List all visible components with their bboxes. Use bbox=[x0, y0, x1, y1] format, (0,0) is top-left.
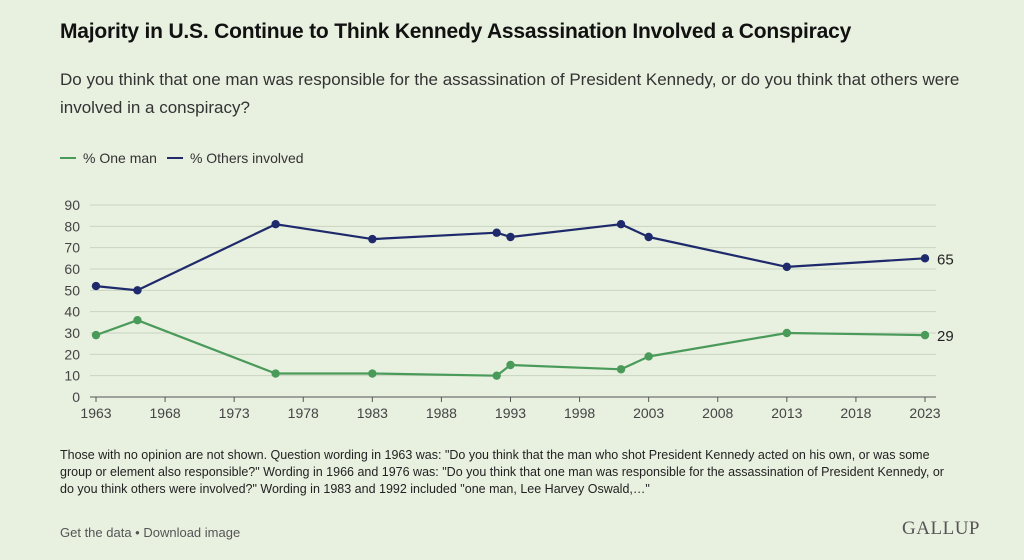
footer-separator: • bbox=[131, 525, 144, 540]
legend: % One man % Others involved bbox=[60, 150, 304, 166]
y-tick-label: 60 bbox=[64, 261, 80, 277]
legend-swatch-others-involved bbox=[166, 157, 183, 159]
data-point bbox=[133, 316, 142, 325]
data-point bbox=[782, 328, 792, 338]
chart-subtitle: Do you think that one man was responsibl… bbox=[60, 70, 960, 117]
end-value-label: 29 bbox=[937, 328, 954, 345]
legend-label-one-man: % One man bbox=[83, 150, 157, 166]
data-point bbox=[644, 352, 653, 361]
chart-title: Majority in U.S. Continue to Think Kenne… bbox=[60, 20, 852, 43]
series-line bbox=[95, 223, 926, 292]
x-tick-label: 1998 bbox=[564, 405, 595, 421]
x-tick-label: 2018 bbox=[840, 405, 871, 421]
y-tick-label: 10 bbox=[64, 368, 80, 384]
x-tick-label: 1988 bbox=[426, 405, 457, 421]
y-tick-label: 0 bbox=[72, 389, 80, 405]
x-tick-label: 1973 bbox=[219, 405, 250, 421]
data-point bbox=[368, 369, 377, 378]
data-point bbox=[271, 369, 280, 378]
y-tick-label: 50 bbox=[64, 282, 80, 298]
data-point bbox=[271, 220, 280, 229]
x-tick-label: 1983 bbox=[357, 405, 388, 421]
gallup-logo: GALLUP bbox=[902, 518, 980, 539]
data-point bbox=[616, 220, 626, 229]
data-point bbox=[506, 232, 515, 242]
data-point bbox=[920, 254, 930, 263]
x-tick-label: 1963 bbox=[80, 405, 111, 421]
legend-item-others-involved: % Others involved bbox=[166, 150, 304, 166]
y-tick-label: 80 bbox=[64, 218, 80, 234]
x-tick-label: 2023 bbox=[909, 405, 940, 421]
legend-swatch-one-man bbox=[60, 157, 76, 159]
data-point bbox=[920, 330, 930, 340]
data-point bbox=[133, 286, 142, 295]
x-tick-label: 1968 bbox=[150, 405, 181, 421]
x-tick-label: 1993 bbox=[495, 405, 526, 421]
y-tick-label: 20 bbox=[64, 346, 80, 362]
x-tick-label: 2008 bbox=[702, 405, 733, 421]
download-image-link[interactable]: Download image bbox=[143, 525, 241, 540]
data-point bbox=[782, 262, 792, 272]
x-tick-label: 1978 bbox=[288, 405, 319, 421]
footer-links: Get the data • Download image bbox=[60, 525, 240, 540]
y-tick-label: 40 bbox=[64, 304, 80, 320]
y-tick-label: 90 bbox=[64, 197, 80, 213]
data-point bbox=[616, 365, 626, 374]
data-point bbox=[368, 234, 377, 244]
legend-item-one-man: % One man bbox=[60, 150, 157, 166]
y-tick-label: 30 bbox=[64, 325, 80, 341]
x-tick-label: 2013 bbox=[771, 405, 802, 421]
end-value-label: 65 bbox=[937, 251, 954, 268]
x-tick-label: 2003 bbox=[633, 405, 664, 421]
data-point bbox=[506, 360, 515, 370]
series-line bbox=[95, 319, 926, 377]
data-point bbox=[492, 228, 501, 237]
data-point bbox=[492, 371, 501, 380]
get-data-link[interactable]: Get the data bbox=[60, 525, 132, 540]
data-point bbox=[91, 281, 101, 291]
legend-label-others-involved: % Others involved bbox=[189, 150, 304, 166]
data-point bbox=[91, 330, 101, 340]
y-tick-label: 70 bbox=[64, 240, 80, 256]
footnote: Those with no opinion are not shown. Que… bbox=[60, 448, 944, 496]
data-point bbox=[644, 232, 653, 242]
